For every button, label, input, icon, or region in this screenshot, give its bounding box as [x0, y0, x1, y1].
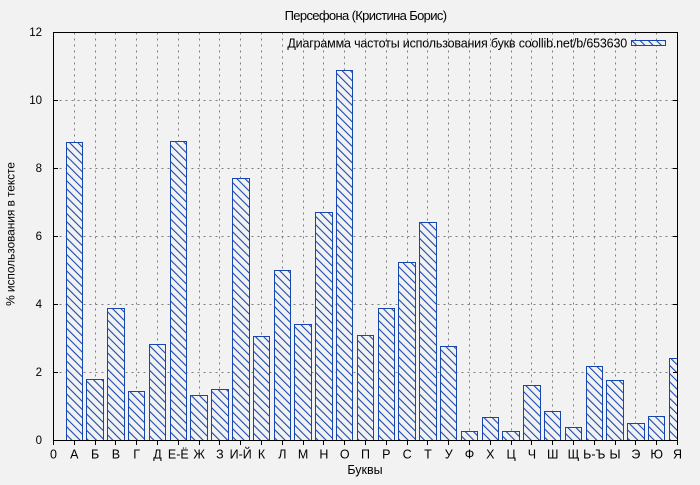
svg-text:Ч: Ч	[528, 448, 536, 462]
svg-text:Ц: Ц	[506, 448, 516, 462]
svg-text:Г: Г	[133, 448, 140, 462]
svg-text:П: П	[361, 448, 370, 462]
svg-text:Х: Х	[486, 448, 495, 462]
svg-text:0: 0	[36, 435, 42, 447]
svg-text:Л: Л	[278, 448, 286, 462]
svg-text:Диаграмма частоты использовани: Диаграмма частоты использования букв coo…	[287, 37, 627, 51]
svg-text:Э: Э	[631, 448, 640, 462]
svg-text:Е-Ё: Е-Ё	[168, 448, 189, 462]
svg-text:Т: Т	[424, 448, 432, 462]
svg-text:А: А	[70, 448, 79, 462]
svg-text:У: У	[445, 448, 453, 462]
svg-text:И-Й: И-Й	[230, 447, 252, 462]
svg-text:Ю: Ю	[650, 448, 663, 462]
svg-text:Ш: Ш	[547, 448, 558, 462]
svg-text:Р: Р	[382, 448, 390, 462]
svg-text:8: 8	[36, 163, 42, 175]
svg-text:Я: Я	[673, 448, 682, 462]
svg-text:% использования в тексте: % использования в тексте	[4, 162, 18, 306]
svg-text:Ь-Ъ: Ь-Ъ	[583, 448, 605, 462]
svg-text:6: 6	[36, 231, 42, 243]
svg-text:10: 10	[29, 95, 42, 107]
svg-text:С: С	[403, 448, 412, 462]
svg-text:Ф: Ф	[465, 448, 475, 462]
svg-text:Буквы: Буквы	[347, 463, 382, 477]
svg-text:Д: Д	[153, 448, 162, 462]
svg-text:Ж: Ж	[193, 448, 205, 462]
svg-text:О: О	[340, 448, 350, 462]
svg-text:12: 12	[29, 27, 42, 39]
svg-text:2: 2	[36, 367, 42, 379]
svg-text:4: 4	[36, 299, 43, 311]
svg-text:В: В	[112, 448, 120, 462]
svg-text:Б: Б	[91, 448, 99, 462]
svg-text:Щ: Щ	[568, 448, 580, 462]
svg-text:Ы: Ы	[610, 448, 621, 462]
svg-text:Н: Н	[319, 448, 328, 462]
svg-text:К: К	[258, 448, 266, 462]
svg-text:З: З	[216, 448, 224, 462]
svg-text:Персефона (Кристина Борис): Персефона (Кристина Борис)	[285, 8, 447, 23]
svg-text:М: М	[298, 448, 308, 462]
svg-text:0: 0	[50, 448, 57, 462]
